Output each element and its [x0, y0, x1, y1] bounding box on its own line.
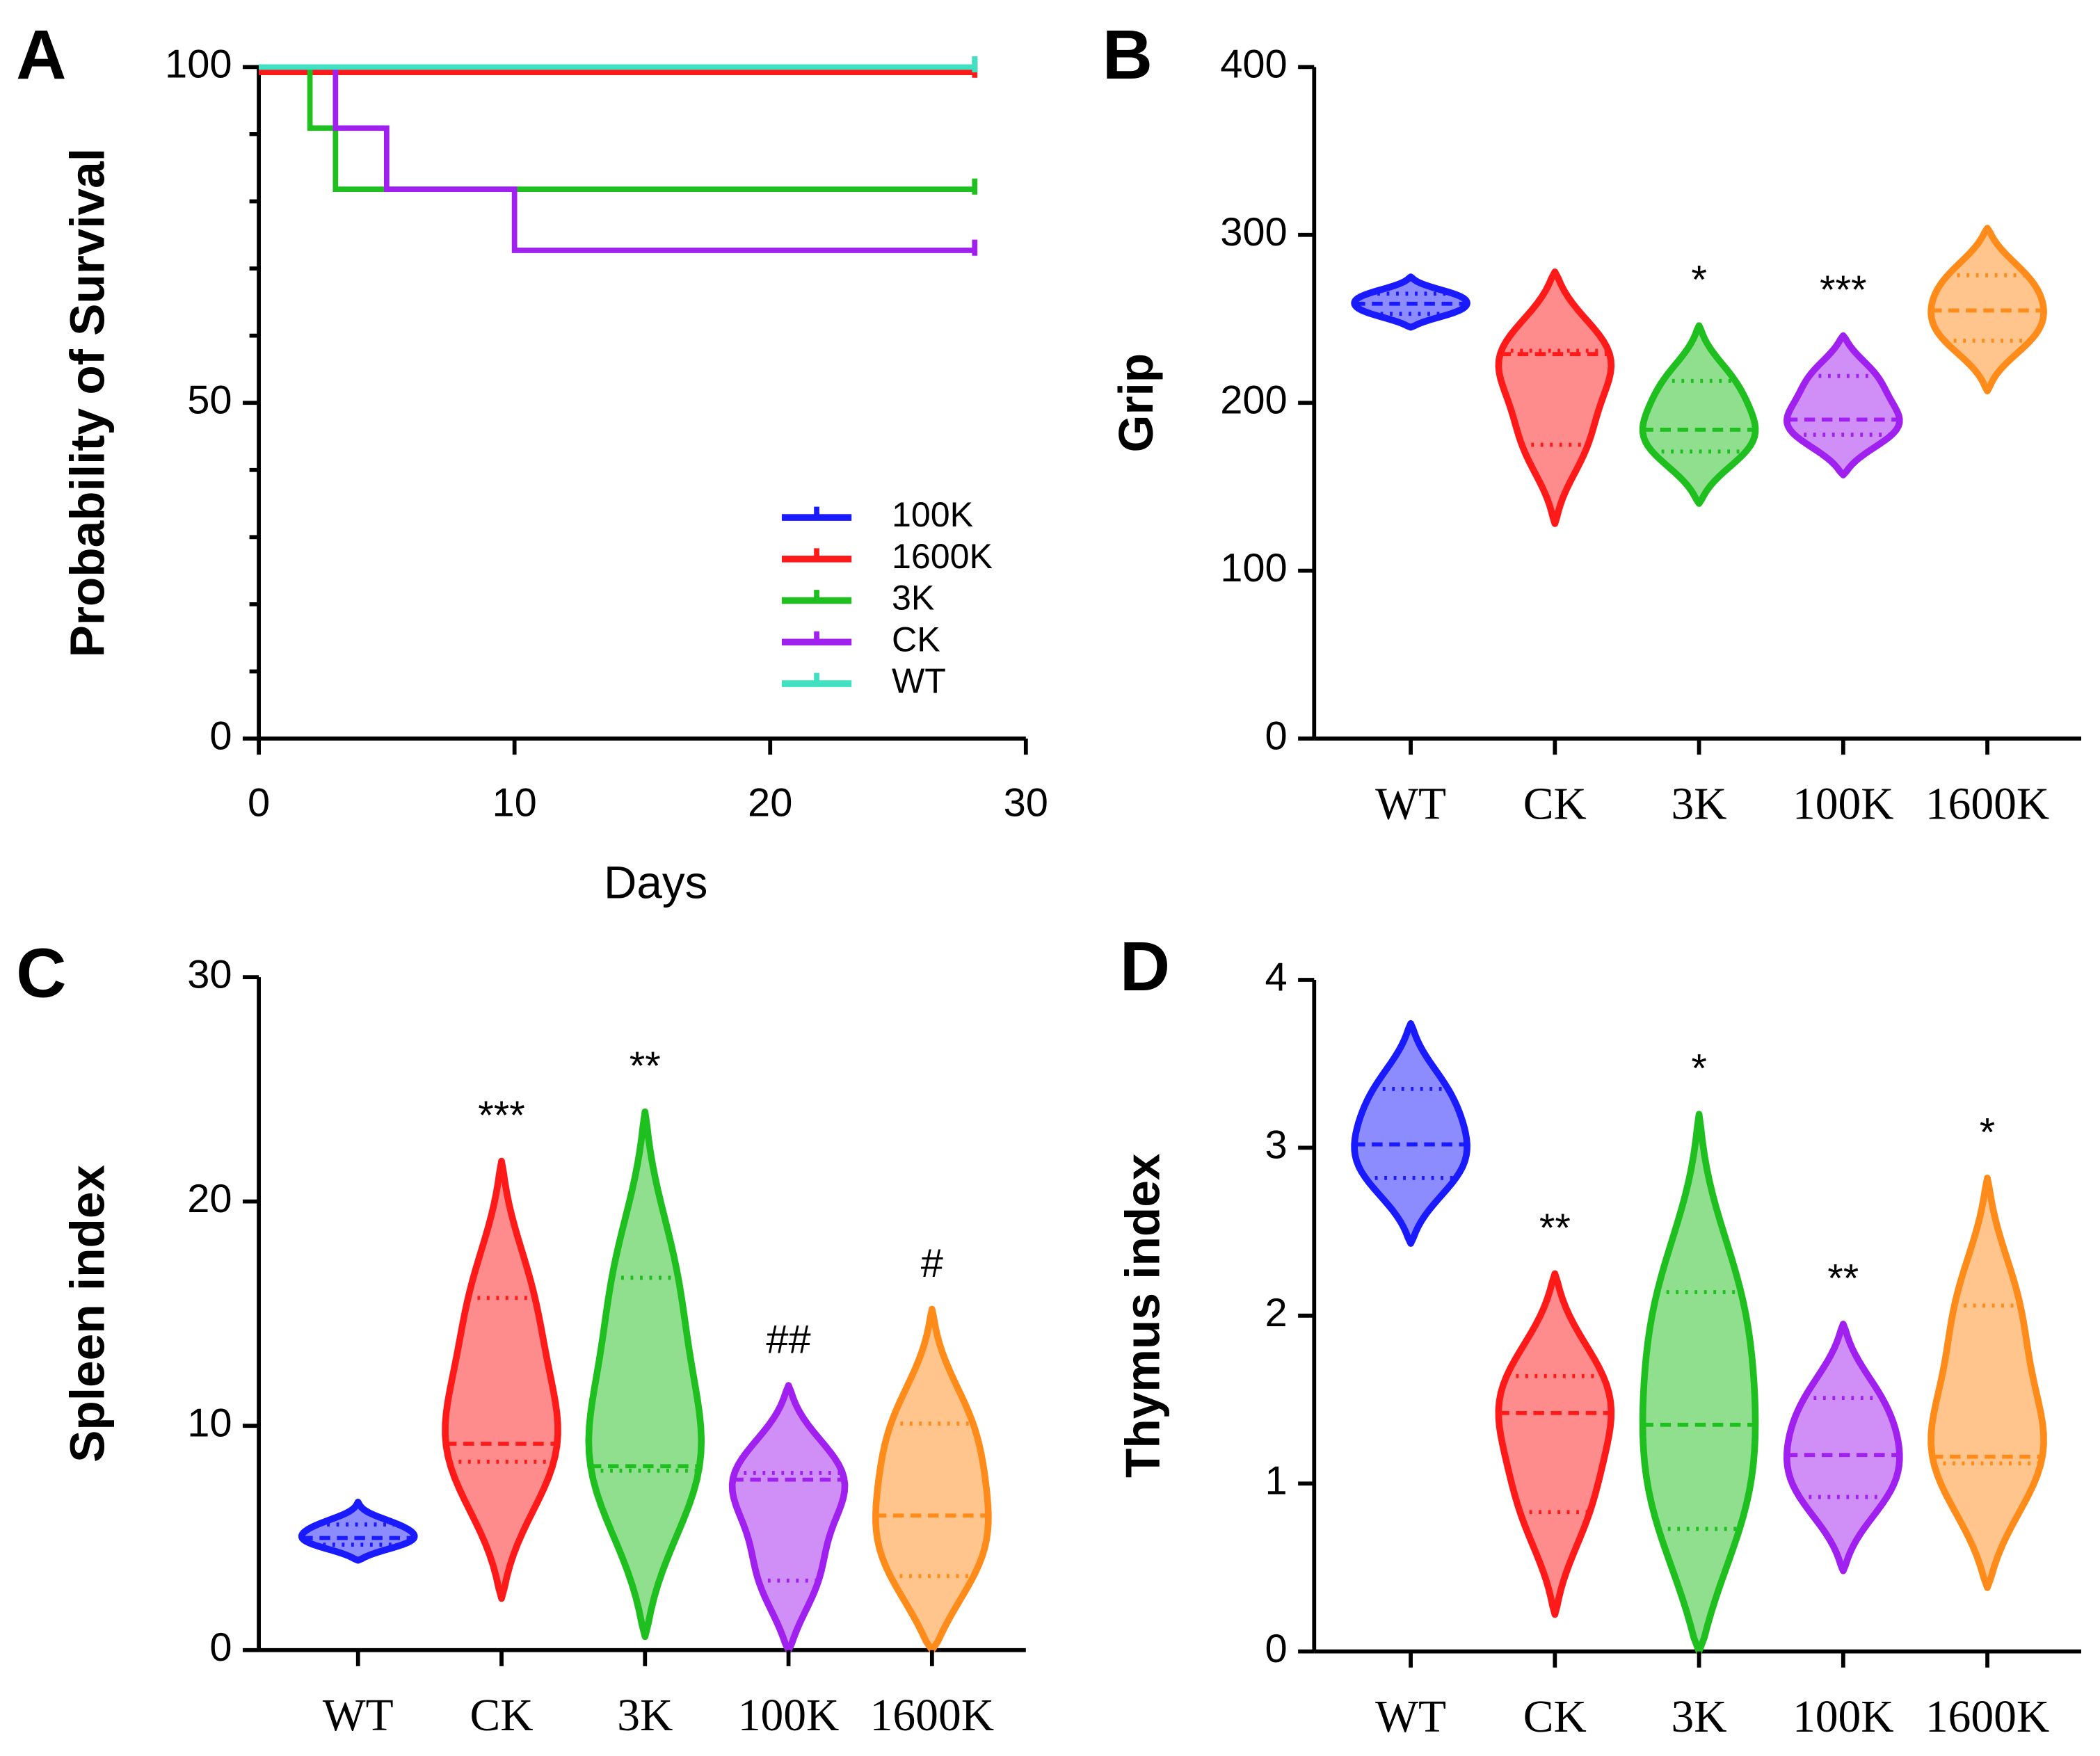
significance-label: *: [1980, 1110, 1996, 1154]
survival-line: [259, 64, 975, 253]
violin: [1927, 1175, 2047, 1591]
legend-label: 100K: [892, 495, 973, 534]
x-tick-label: 3K: [1672, 1692, 1727, 1742]
legend-label: CK: [892, 620, 940, 659]
y-tick-label: 0: [209, 714, 232, 758]
significance-label: **: [1827, 1256, 1859, 1300]
x-tick-label: 1600K: [1925, 1692, 2049, 1742]
y-tick-label: 200: [1220, 378, 1287, 422]
violin: [1495, 268, 1615, 527]
x-tick-label: 100K: [1793, 779, 1894, 829]
y-axis-label: Thymus index: [1116, 1153, 1170, 1478]
legend-label: 3K: [892, 579, 934, 618]
x-tick-label: CK: [470, 1691, 533, 1741]
y-tick-label: 0: [1265, 714, 1288, 758]
y-axis-label: Probability of Survival: [60, 148, 114, 657]
violin: [1639, 1111, 1759, 1655]
violin: [1784, 332, 1903, 478]
significance-label: *: [1691, 1047, 1707, 1091]
y-tick-label: 400: [1220, 42, 1287, 87]
significance-label: ##: [766, 1318, 810, 1362]
y-tick-label: 100: [165, 42, 232, 87]
legend-label: WT: [892, 661, 946, 700]
x-tick-label: 10: [492, 781, 536, 825]
significance-label: *: [1691, 258, 1707, 303]
x-tick-label: CK: [1523, 779, 1587, 829]
y-tick-label: 0: [209, 1625, 232, 1670]
x-tick-label: 1600K: [870, 1691, 994, 1741]
y-tick-label: 300: [1220, 210, 1287, 255]
y-tick-label: 1: [1265, 1459, 1288, 1504]
violin: [1351, 1020, 1470, 1247]
violin: [728, 1382, 849, 1654]
x-axis-label: Days: [604, 857, 707, 908]
x-tick-label: 30: [1004, 781, 1048, 825]
x-tick-label: CK: [1523, 1692, 1587, 1742]
y-tick-label: 100: [1220, 546, 1287, 590]
y-tick-label: 50: [187, 378, 232, 422]
y-axis-label: Spleen index: [60, 1165, 114, 1463]
y-tick-label: 20: [187, 1177, 232, 1221]
x-tick-label: 0: [248, 781, 270, 825]
y-tick-label: 2: [1265, 1291, 1288, 1335]
significance-label: **: [1539, 1206, 1571, 1250]
violin: [442, 1157, 561, 1602]
y-tick-label: 0: [1265, 1627, 1288, 1671]
x-tick-label: 20: [748, 781, 792, 825]
violin: [1639, 322, 1759, 507]
panel-label: D: [1120, 928, 1170, 1006]
x-tick-label: 3K: [617, 1691, 673, 1741]
x-tick-label: 100K: [738, 1691, 840, 1741]
x-tick-label: WT: [323, 1691, 394, 1741]
y-tick-label: 10: [187, 1401, 232, 1445]
significance-label: **: [630, 1044, 661, 1088]
significance-label: ***: [478, 1093, 525, 1138]
violin: [1784, 1321, 1903, 1574]
x-tick-label: 3K: [1672, 779, 1727, 829]
significance-label: #: [921, 1241, 943, 1286]
significance-label: ***: [1820, 268, 1867, 312]
violin: [872, 1305, 992, 1654]
y-tick-label: 30: [187, 952, 232, 997]
x-tick-label: 100K: [1793, 1692, 1894, 1742]
y-axis-label: Grip: [1109, 353, 1163, 453]
y-tick-label: 3: [1265, 1123, 1288, 1168]
legend-label: 1600K: [892, 537, 993, 576]
panel-label: A: [16, 16, 66, 94]
violin: [298, 1499, 418, 1564]
panel-label: C: [16, 935, 66, 1013]
violin: [1495, 1270, 1615, 1618]
x-tick-label: WT: [1375, 1692, 1446, 1742]
panel-label: B: [1103, 16, 1153, 94]
x-tick-label: 1600K: [1925, 779, 2049, 829]
violin: [585, 1108, 705, 1641]
x-tick-label: WT: [1375, 779, 1446, 829]
y-tick-label: 4: [1265, 955, 1288, 999]
